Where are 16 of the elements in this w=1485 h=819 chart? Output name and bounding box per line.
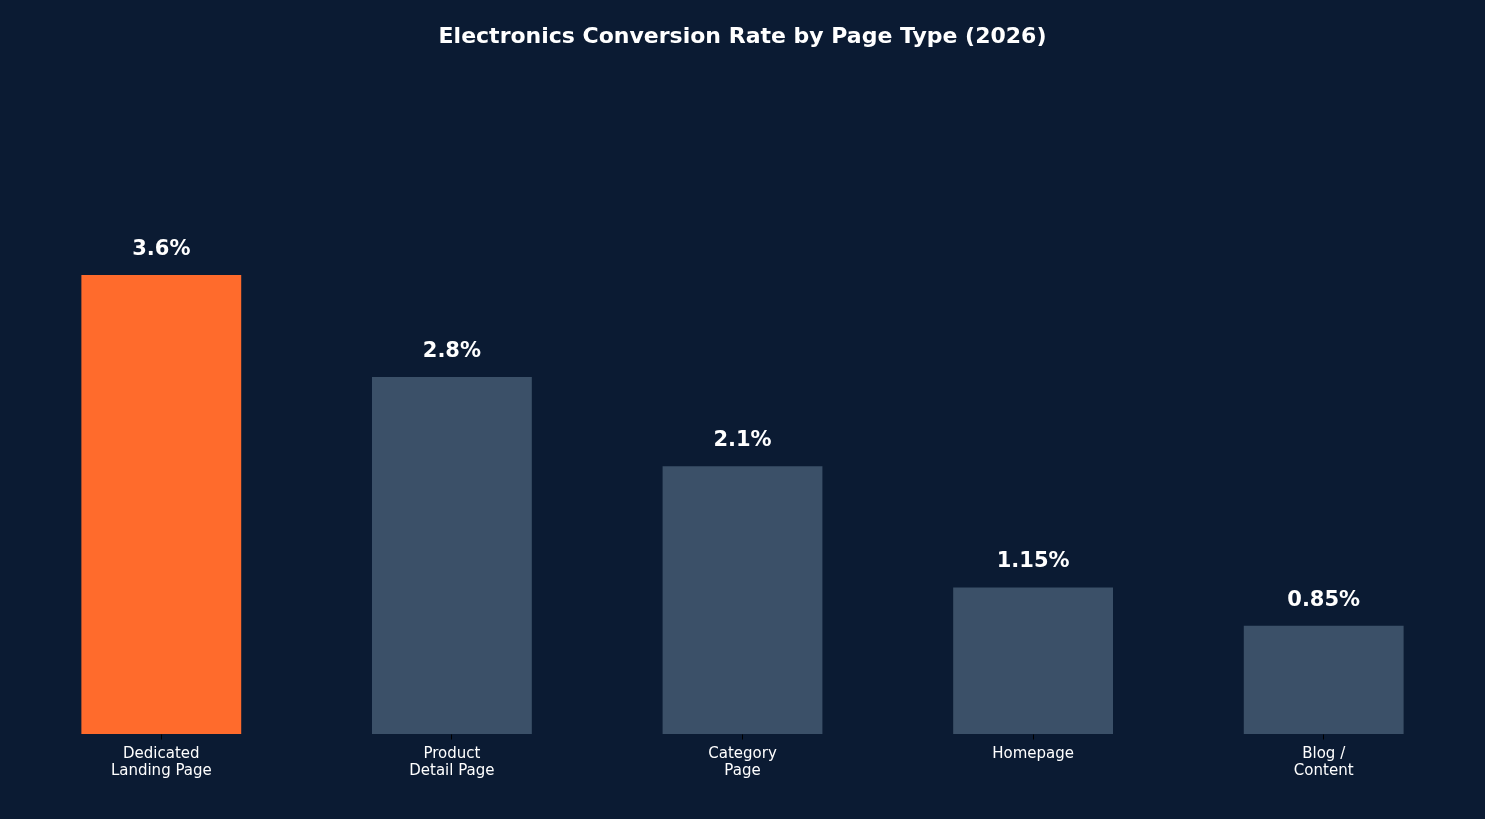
bar [953, 587, 1114, 734]
data-label: 0.85% [1287, 586, 1361, 611]
x-tick-label: Category Page [708, 743, 777, 779]
bar [1243, 625, 1404, 734]
data-label: 2.8% [422, 338, 482, 362]
x-tick-label: Dedicated Landing Page [110, 743, 212, 779]
x-tick-label: Homepage [992, 743, 1074, 762]
bar [662, 466, 823, 734]
data-label: 2.1% [713, 427, 772, 452]
data-label: 1.15% [996, 548, 1070, 573]
chart-title: Electronics Conversion Rate by Page Type (2026) [438, 23, 1047, 48]
bar [371, 377, 532, 734]
bar [81, 275, 242, 734]
x-tick-label: Product Detail Page [409, 743, 495, 779]
x-tick-label: Blog / Content [1293, 743, 1354, 779]
data-label: 3.6% [132, 236, 191, 260]
